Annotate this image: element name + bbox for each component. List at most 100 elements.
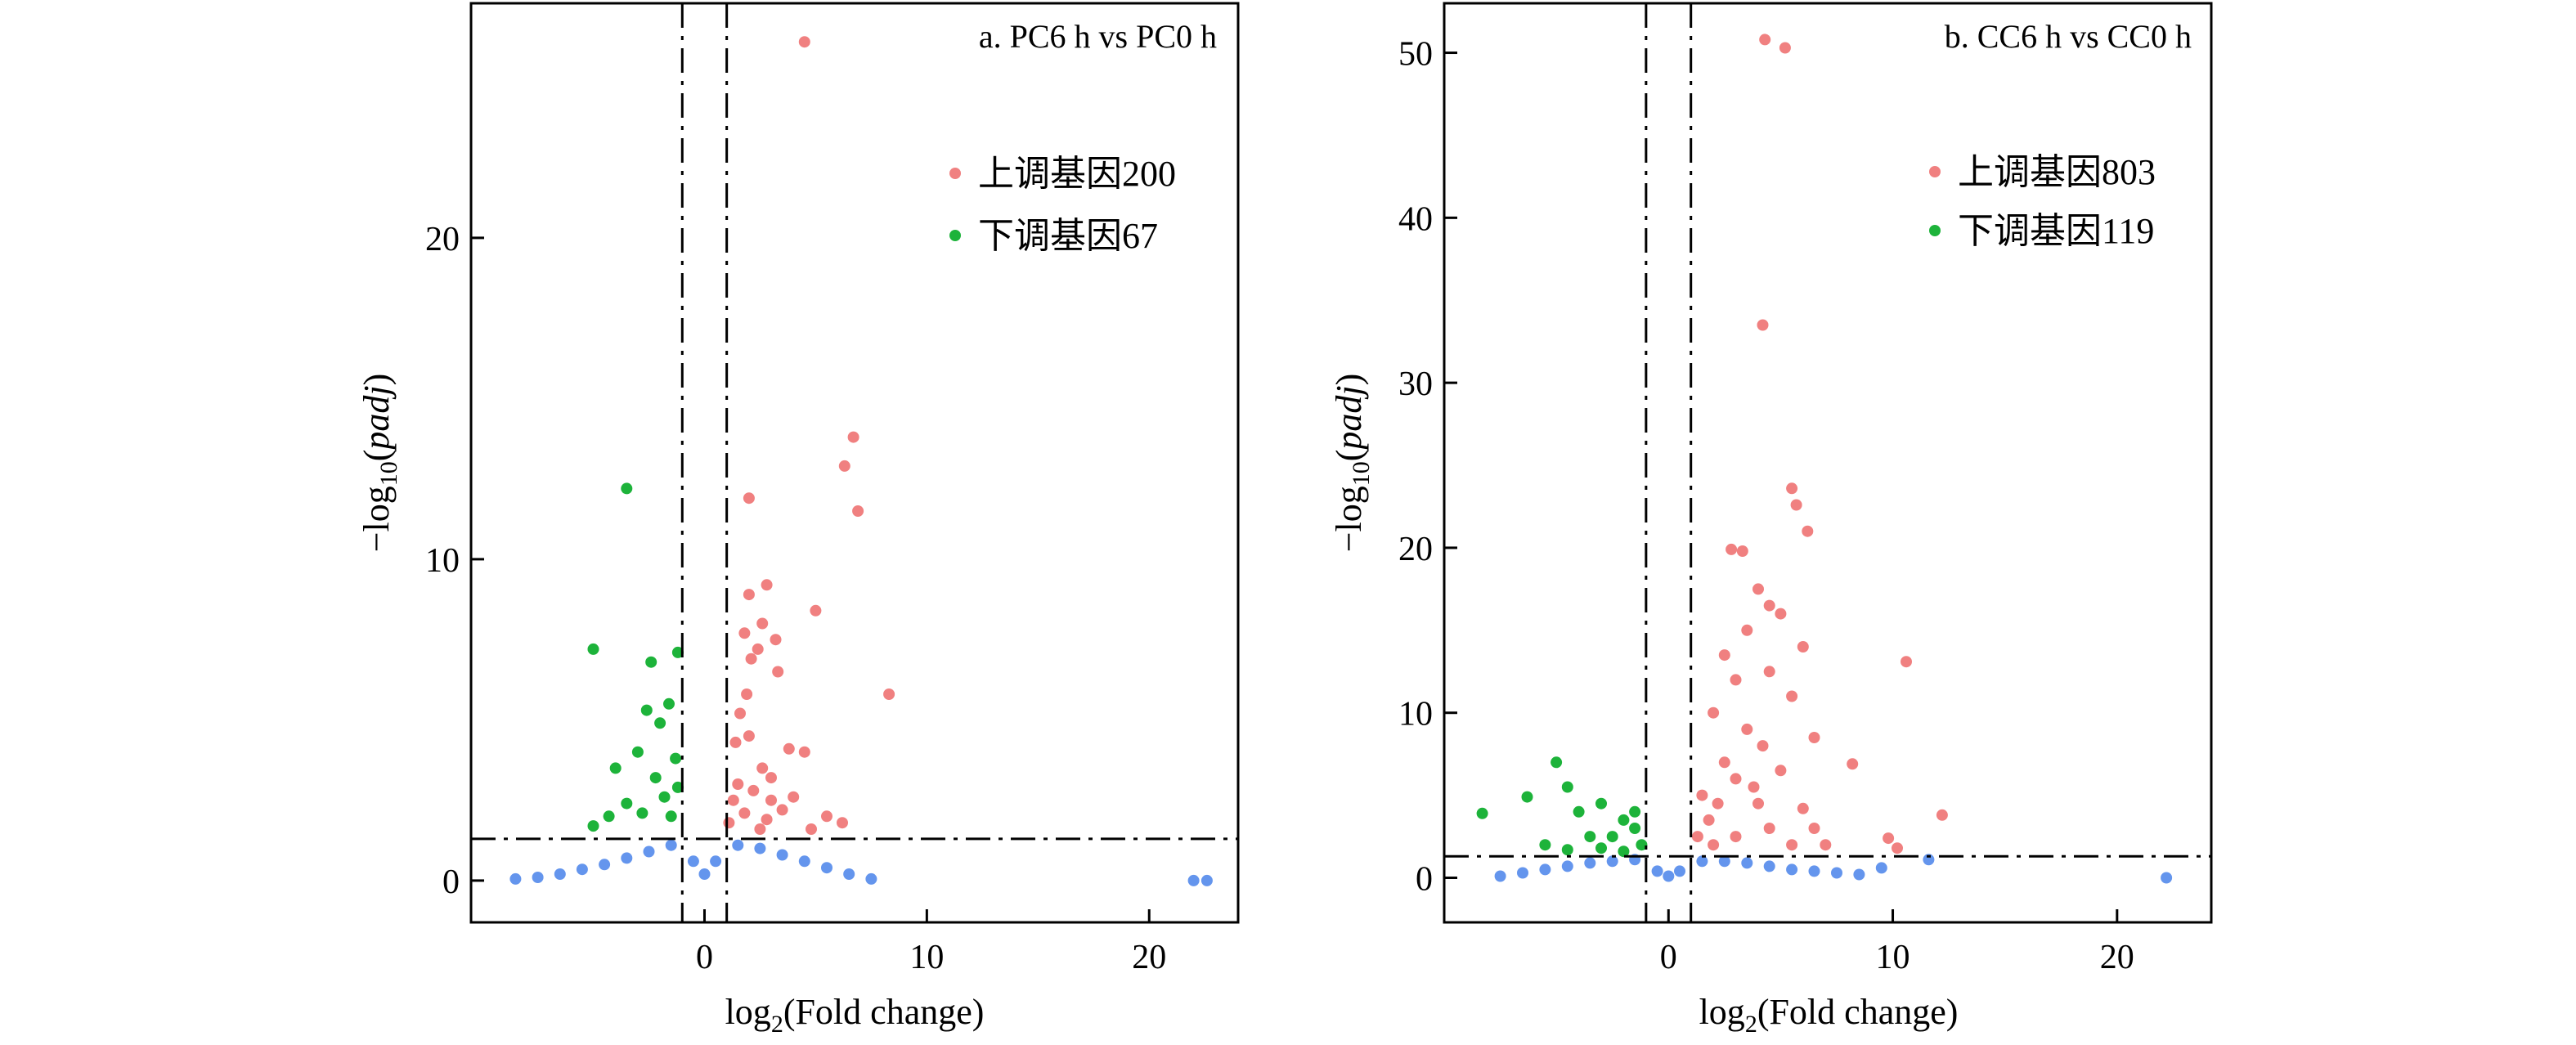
point-down [1595,842,1607,854]
point-ns [1517,867,1528,879]
point-ns [1187,874,1200,886]
point-up [743,492,755,505]
point-up [1718,756,1730,769]
point-up [821,810,832,823]
point-ns [1923,854,1935,866]
point-up [1763,599,1775,612]
plot-frame [1443,2,2213,924]
point-ns [865,872,877,885]
point-ns [576,863,588,876]
legend-down-marker [949,230,961,241]
point-up [738,627,751,639]
point-up [738,807,751,819]
point-down [1573,805,1585,818]
x-tick-label: 20 [1132,939,1166,976]
x-axis-label: log2(Fold change) [1699,992,1959,1038]
point-down [670,752,682,765]
point-up [1786,690,1798,702]
point-down [663,697,675,710]
y-tick-label: 0 [442,863,460,901]
point-down [609,762,622,774]
volcano-plot-cc: 0 10 20 0 10 20 30 40 50 b. CC6 h vs CC0 h 上调基因… [1329,2,2213,1038]
point-ns [1696,855,1708,868]
point-ns [1674,865,1685,877]
point-up [1797,641,1809,653]
x-tick-label: 0 [696,939,713,976]
point-down [621,482,633,495]
point-up [1763,823,1775,834]
point-up [756,762,769,774]
point-up [806,823,817,835]
point-ns [1651,865,1663,877]
point-down [603,810,615,823]
point-down [649,772,662,784]
point-up [1691,831,1703,843]
point-ns [1831,867,1842,879]
legend-up-label: 上调基因200 [978,154,1176,194]
point-ns [1200,874,1213,886]
point-up [1786,839,1798,851]
point-ns [1786,863,1798,876]
point-up [852,505,864,517]
legend-down-label: 下调基因67 [978,216,1158,256]
legend-up-label: 上调基因803 [1958,152,2156,192]
point-up [765,772,777,784]
point-up [788,791,800,803]
y-tick-label: 0 [1416,861,1433,899]
legend-down-marker [1929,225,1941,236]
point-up [1730,674,1742,686]
legend-up-marker [1929,166,1941,177]
point-up [743,589,755,601]
point-up [1802,525,1814,537]
point-up [745,653,757,665]
point-ns [776,849,788,861]
point-ns [1584,857,1596,869]
point-up [727,794,739,806]
point-up [729,736,742,748]
point-ns [821,862,832,874]
point-up [741,688,753,700]
chart-title: b. CC6 h vs CC0 h [1945,18,2192,55]
point-up [732,778,744,790]
point-down [587,820,599,832]
x-axis-ticks: 0 10 20 [1660,909,2134,976]
point-up [1718,649,1730,662]
point-ns [1718,855,1730,868]
point-up [1752,797,1764,810]
x-axis-ticks: 0 10 20 [696,909,1166,976]
point-up [761,579,773,591]
point-up [883,688,895,700]
point-down [1629,805,1641,818]
y-axis-label: −log10(padj) [1329,374,1375,553]
point-up [1712,797,1724,810]
point-down [587,643,599,655]
point-up [1748,781,1760,793]
point-down [1629,823,1641,834]
point-ns [599,859,611,871]
point-up [761,814,773,826]
point-up [1847,758,1859,770]
y-axis-ticks: 0 10 20 30 40 50 [1398,36,1457,899]
point-up [1730,831,1742,843]
y-tick-label: 20 [1398,531,1433,568]
point-down [1561,781,1573,793]
point-down [1584,831,1596,843]
point-up [1757,319,1769,331]
point-up [1741,624,1753,636]
point-up [1759,34,1771,46]
point-ns [2161,872,2173,884]
point-up [1901,656,1912,668]
data-points [509,36,1213,886]
legend-up-marker [949,168,961,179]
point-ns [1606,855,1618,868]
point-down [621,797,633,810]
point-up [1775,765,1787,777]
point-ns [532,872,544,883]
legend: 上调基因803 下调基因119 [1929,152,2156,251]
point-up [754,823,766,835]
point-ns [554,868,566,880]
point-up [747,784,760,796]
point-up [723,817,735,829]
point-down [671,781,684,793]
point-up [752,643,764,655]
